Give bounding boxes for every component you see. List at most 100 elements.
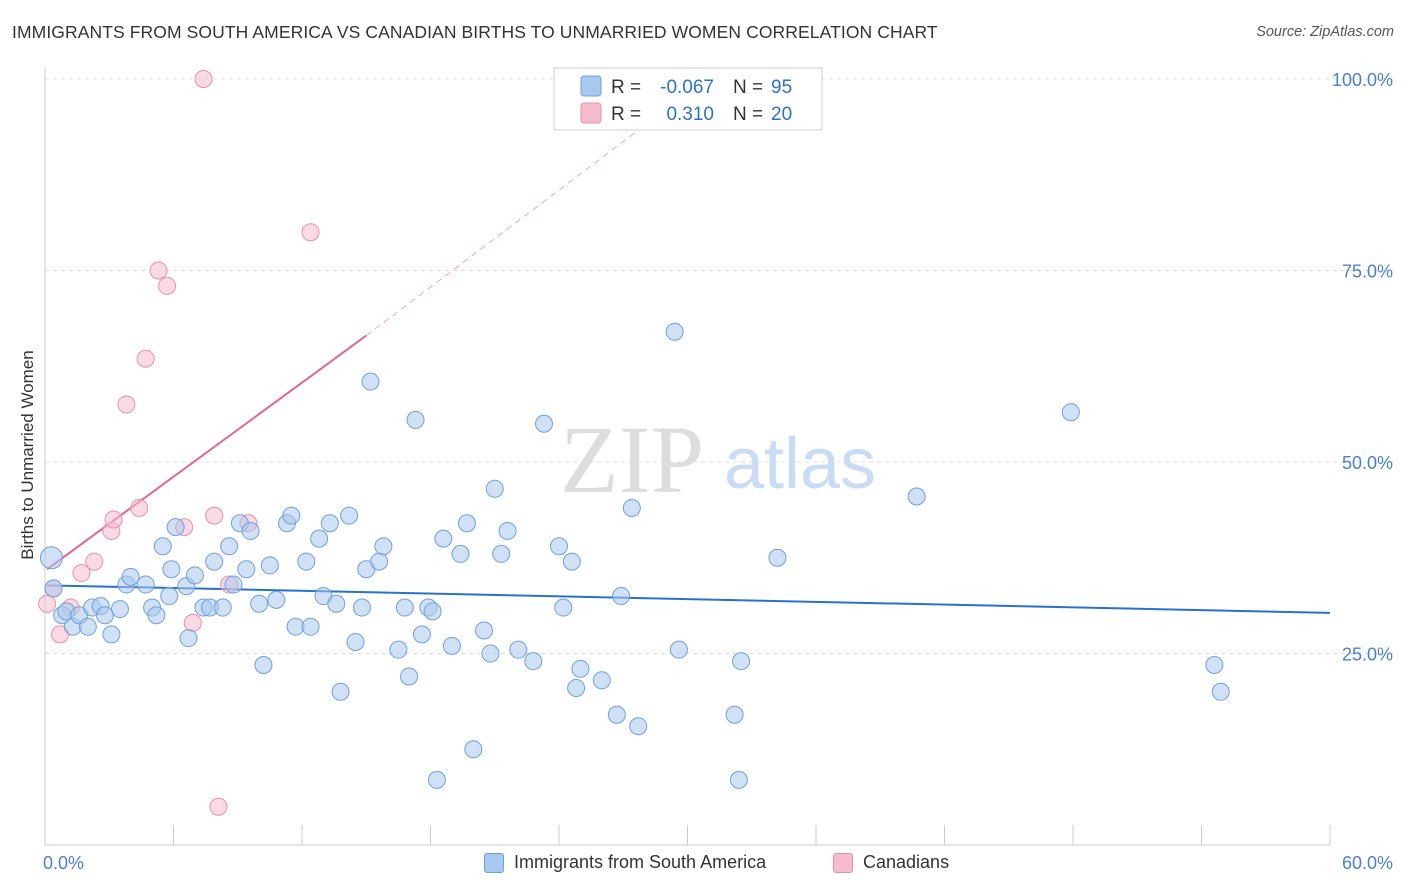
- south-america-point: [153, 537, 172, 556]
- south-america-point: [39, 546, 63, 570]
- canadians-point: [117, 395, 136, 414]
- south-america-point: [554, 598, 573, 617]
- south-america-point: [260, 556, 279, 575]
- south-america-point: [327, 594, 346, 613]
- south-america-point: [121, 567, 140, 586]
- south-america-point: [457, 514, 476, 533]
- south-america-point: [179, 629, 198, 648]
- trend-line-canadians-extension: [365, 116, 656, 337]
- south-america-point: [669, 640, 688, 659]
- south-america-point: [665, 322, 684, 341]
- legend-label-canadians: Canadians: [863, 852, 950, 872]
- south-america-point: [102, 625, 121, 644]
- canadians-point: [205, 506, 224, 525]
- canadians-point: [183, 613, 202, 632]
- south-america-point: [1205, 655, 1224, 674]
- legend-top: R = -0.067 N = 95 R = 0.310 N = 20: [553, 67, 823, 131]
- legend-n-value-blue: 95: [771, 77, 792, 98]
- trend-lines: [46, 116, 1331, 614]
- south-america-point: [395, 598, 414, 617]
- canadians-point: [209, 797, 228, 816]
- canadians-point: [301, 223, 320, 242]
- south-america-point: [374, 537, 393, 556]
- x-tick-label: 0.0%: [43, 853, 84, 873]
- south-america-point: [136, 575, 155, 594]
- legend-n-value-pink: 20: [771, 104, 792, 125]
- south-america-point: [370, 552, 389, 571]
- watermark-zip: ZIP: [560, 406, 704, 513]
- south-america-points: [39, 322, 1230, 789]
- south-america-point: [250, 594, 269, 613]
- south-america-point: [346, 633, 365, 652]
- south-america-point: [224, 575, 243, 594]
- south-america-point: [205, 552, 224, 571]
- south-america-point: [44, 579, 63, 598]
- south-america-point: [427, 770, 446, 789]
- south-america-point: [310, 529, 329, 548]
- south-america-point: [524, 652, 543, 671]
- canadians-point: [130, 498, 149, 517]
- south-america-point: [286, 617, 305, 636]
- south-america-point: [498, 521, 517, 540]
- south-america-point: [907, 487, 926, 506]
- south-america-point: [725, 705, 744, 724]
- canadians-point: [85, 552, 104, 571]
- south-america-point: [297, 552, 316, 571]
- south-america-point: [629, 717, 648, 736]
- south-america-point: [95, 606, 114, 625]
- tick-labels: 25.0% 50.0% 75.0% 100.0% 0.0% 60.0%: [43, 70, 1393, 873]
- south-america-point: [442, 636, 461, 655]
- south-america-point: [160, 587, 179, 606]
- south-america-point: [412, 625, 431, 644]
- canadians-point: [104, 510, 123, 529]
- legend-swatch-south-america: [484, 852, 504, 873]
- south-america-point: [434, 529, 453, 548]
- y-tick-label: 50.0%: [1342, 453, 1393, 473]
- south-america-point: [166, 518, 185, 537]
- legend-swatch-blue: [580, 75, 602, 97]
- trend-line-canadians: [46, 334, 367, 571]
- south-america-point: [389, 640, 408, 659]
- south-america-point: [592, 671, 611, 690]
- south-america-point: [213, 598, 232, 617]
- south-america-point: [492, 544, 511, 563]
- canadians-point: [72, 564, 91, 583]
- south-america-point: [1211, 682, 1230, 701]
- canadians-point: [158, 276, 177, 295]
- south-america-point: [729, 770, 748, 789]
- south-america-point: [571, 659, 590, 678]
- legend-label-south-america: Immigrants from South America: [514, 852, 767, 872]
- watermark-atlas: atlas: [724, 424, 876, 504]
- legend-r-value-blue: -0.067: [660, 77, 714, 98]
- south-america-point: [423, 602, 442, 621]
- chart-title: IMMIGRANTS FROM SOUTH AMERICA VS CANADIA…: [12, 22, 938, 42]
- south-america-point: [475, 621, 494, 640]
- canadians-point: [38, 594, 57, 613]
- south-america-point: [451, 544, 470, 563]
- axes: [44, 68, 1331, 846]
- south-america-point: [400, 667, 419, 686]
- south-america-point: [331, 682, 350, 701]
- legend-item-canadians: Canadians: [833, 852, 949, 873]
- chart-source: Source: ZipAtlas.com: [1256, 24, 1394, 40]
- legend-swatch-canadians: [833, 852, 853, 873]
- south-america-point: [562, 552, 581, 571]
- south-america-point: [464, 740, 483, 759]
- south-america-point: [535, 414, 554, 433]
- south-america-point: [768, 548, 787, 567]
- canadians-point: [194, 70, 213, 88]
- y-tick-label: 25.0%: [1342, 645, 1393, 665]
- south-america-point: [340, 506, 359, 525]
- south-america-point: [301, 617, 320, 636]
- south-america-point: [254, 655, 273, 674]
- south-america-point: [110, 600, 129, 619]
- legend-swatch-pink: [580, 102, 602, 124]
- grid-lines: [45, 78, 1393, 654]
- legend-bottom: Immigrants from South America Canadians: [0, 852, 1406, 878]
- y-tick-label: 100.0%: [1332, 70, 1393, 90]
- south-america-point: [612, 587, 631, 606]
- legend-r-value-pink: 0.310: [666, 104, 714, 125]
- x-tick-label: 60.0%: [1342, 853, 1393, 873]
- legend-r-label-pink: R =: [611, 104, 641, 125]
